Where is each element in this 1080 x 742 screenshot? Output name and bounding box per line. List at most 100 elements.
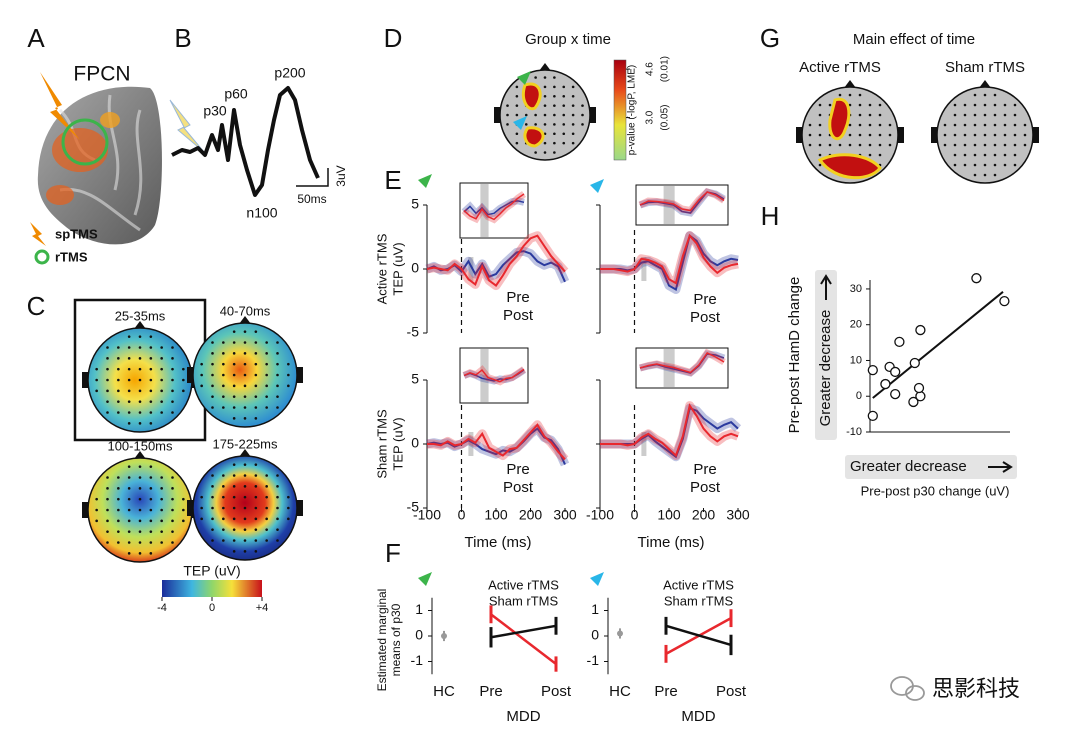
electrode	[222, 362, 225, 366]
electrode	[983, 113, 987, 117]
electrode	[254, 485, 258, 488]
electrode	[222, 373, 225, 377]
electrode	[138, 541, 142, 544]
electrode	[506, 104, 509, 107]
electrode	[878, 143, 882, 147]
electrode	[127, 476, 131, 479]
electrode	[127, 519, 131, 523]
y-tick-label: -1	[411, 652, 424, 668]
electrode	[265, 506, 268, 510]
electrode	[848, 103, 852, 107]
nose	[239, 449, 251, 457]
y-tick-label: -5	[407, 324, 420, 340]
electrode	[138, 465, 142, 468]
y-tick-label: 1	[415, 601, 423, 617]
electrode	[160, 367, 163, 371]
electrode	[106, 357, 109, 360]
electrode	[534, 123, 537, 126]
electrode	[160, 389, 163, 393]
electrode	[515, 132, 519, 136]
electrode	[581, 123, 584, 126]
electrode	[265, 517, 268, 521]
electrode	[983, 123, 987, 127]
electrode	[171, 378, 174, 382]
electrode	[138, 508, 142, 512]
electrode	[127, 335, 131, 338]
electrode	[149, 541, 153, 544]
electrode	[243, 463, 247, 466]
electrode	[232, 330, 236, 333]
electrode	[276, 395, 279, 398]
electrode	[963, 123, 967, 127]
electrode	[276, 528, 279, 531]
legend-label: Pre	[506, 289, 529, 306]
electrode	[160, 357, 163, 360]
legend-label: Pre	[693, 291, 716, 308]
nose	[844, 80, 856, 88]
electrode	[553, 85, 556, 89]
electrode	[222, 528, 225, 531]
electrode	[160, 519, 163, 523]
electrode	[182, 378, 185, 382]
hc-point	[441, 633, 447, 639]
network-label: FPCN	[73, 63, 130, 86]
electrode	[127, 400, 131, 403]
electrode	[276, 495, 279, 499]
electrode	[211, 373, 214, 377]
electrode	[117, 476, 120, 479]
electrode	[211, 506, 214, 510]
ear	[931, 127, 937, 143]
nose	[979, 80, 991, 88]
electrode	[848, 123, 852, 127]
electrode	[553, 123, 556, 126]
electrode	[222, 341, 225, 344]
electrode	[983, 93, 987, 97]
electrode	[963, 163, 967, 167]
electrode	[200, 495, 203, 499]
electrode	[868, 113, 872, 117]
tep-line	[426, 427, 566, 465]
electrode	[983, 103, 987, 107]
electrode	[1003, 123, 1007, 127]
electrode	[222, 352, 225, 355]
electrode	[993, 143, 997, 147]
electrode	[232, 384, 236, 388]
electrode	[127, 367, 131, 371]
electrode	[265, 352, 268, 355]
x-tick-label: 100	[657, 507, 681, 523]
nose	[134, 321, 146, 329]
electrode	[818, 143, 822, 147]
electrode	[171, 346, 174, 349]
y-tick-label: 1	[591, 601, 599, 617]
topomap	[187, 316, 303, 428]
electrode	[95, 519, 98, 523]
inset-line	[463, 193, 525, 221]
electrode	[571, 113, 575, 117]
electrode	[171, 541, 174, 544]
electrode	[127, 465, 131, 468]
electrode	[160, 508, 163, 512]
electrode	[117, 346, 120, 349]
electrode	[171, 519, 174, 523]
electrode	[553, 141, 556, 145]
electrode	[127, 357, 131, 360]
x-tick-label: 100	[484, 507, 508, 523]
electrode	[858, 143, 862, 147]
electrode	[254, 474, 258, 477]
electrode	[818, 103, 822, 107]
legend-label: Post	[503, 307, 534, 324]
electrode	[808, 123, 812, 127]
electrode	[818, 123, 822, 127]
electrode	[232, 352, 236, 355]
nose	[539, 63, 551, 71]
ear	[82, 502, 88, 518]
electrode	[888, 123, 892, 127]
electrode	[254, 373, 258, 377]
axis-title: Pre-post p30 change (uV)	[861, 483, 1010, 498]
topomap	[187, 449, 303, 561]
electrode	[973, 173, 977, 177]
electrode	[160, 400, 163, 403]
electrode	[222, 539, 225, 542]
y-tick-label: 0	[856, 390, 862, 402]
electrode	[149, 400, 153, 403]
